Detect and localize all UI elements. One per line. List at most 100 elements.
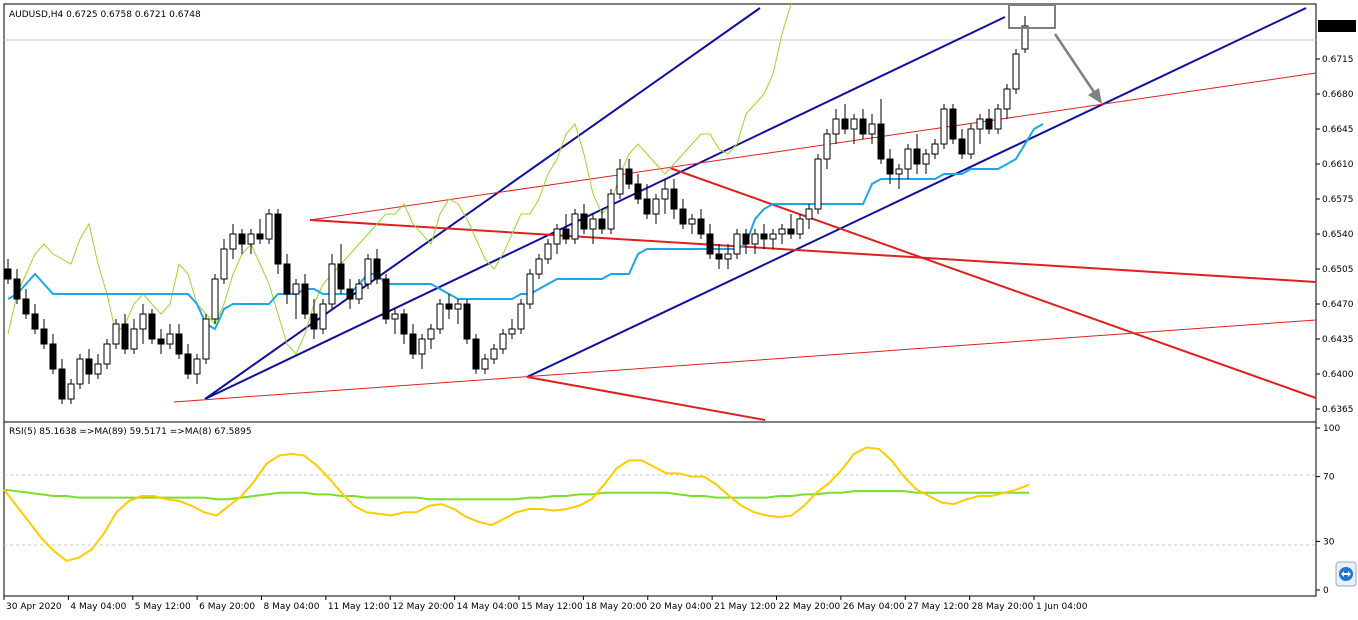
candle xyxy=(4,259,12,284)
candle-body xyxy=(814,158,822,210)
candle xyxy=(751,229,759,254)
candle xyxy=(265,209,273,244)
candle-body xyxy=(751,233,759,245)
rsi-axis: 100 70 30 0 xyxy=(1316,424,1340,596)
candle-body xyxy=(715,253,723,260)
arrow-shaft xyxy=(1053,33,1100,99)
time-tick-label: 4 May 04:00 xyxy=(70,602,126,612)
candle-body xyxy=(301,283,309,315)
candle xyxy=(373,249,381,284)
candle xyxy=(472,334,480,374)
candle-body xyxy=(22,298,30,315)
candle-body xyxy=(4,268,12,280)
candle-body xyxy=(49,343,57,370)
candle xyxy=(778,224,786,244)
time-tick-label: 27 May 12:00 xyxy=(907,602,969,612)
candle-body xyxy=(796,218,804,235)
candle-body xyxy=(157,338,165,345)
candle-body xyxy=(526,273,534,305)
candle xyxy=(166,324,174,349)
candle-body xyxy=(994,108,1002,130)
time-tick-label: 15 May 12:00 xyxy=(521,602,583,612)
time-axis: 30 Apr 2020 4 May 04:00 5 May 12:00 6 May 2… xyxy=(3,596,1088,612)
candle-body xyxy=(220,248,228,280)
candle-body xyxy=(166,333,174,345)
candle-body xyxy=(967,128,975,155)
candle-body xyxy=(31,313,39,330)
candle xyxy=(697,209,705,239)
candle-body xyxy=(1003,88,1011,110)
candle-body xyxy=(562,228,570,240)
candle xyxy=(454,299,462,324)
candle xyxy=(535,254,543,279)
candle xyxy=(589,214,597,244)
candle xyxy=(238,229,246,254)
rsi-tick-label: 0 xyxy=(1323,586,1329,596)
candle xyxy=(913,134,921,174)
teamviewer-icon[interactable] xyxy=(1335,561,1357,587)
candle-body xyxy=(499,333,507,350)
candle-body xyxy=(904,148,912,170)
candle xyxy=(283,254,291,304)
candle xyxy=(607,189,615,234)
candle-body xyxy=(67,383,75,400)
candle-body xyxy=(103,343,111,365)
candle xyxy=(157,329,165,354)
candle-body xyxy=(643,198,651,215)
candle xyxy=(967,124,975,159)
candle xyxy=(544,239,552,264)
price-tick-label: 0.6505 xyxy=(1322,265,1354,275)
candle xyxy=(733,229,741,259)
candle-body xyxy=(625,168,633,185)
rsi-title: RSI(5) 85.1638 =>MA(89) 59.5171 =>MA(8) … xyxy=(9,427,252,437)
candle xyxy=(787,214,795,239)
candle-body xyxy=(868,123,876,135)
candle xyxy=(481,354,489,374)
candle-body xyxy=(85,358,93,375)
candle xyxy=(553,224,561,254)
rsi-tick-label: 30 xyxy=(1323,537,1335,547)
candle xyxy=(823,129,831,169)
candle xyxy=(319,299,327,334)
time-tick-label: 12 May 20:00 xyxy=(392,602,454,612)
candle-body xyxy=(139,313,147,330)
candle xyxy=(40,319,48,349)
candle xyxy=(562,214,570,244)
candle xyxy=(994,104,1002,134)
time-tick-label: 8 May 04:00 xyxy=(264,602,320,612)
candle-body xyxy=(310,313,318,330)
candle-body xyxy=(544,243,552,260)
candle xyxy=(49,334,57,374)
candle-body xyxy=(130,328,138,350)
candle xyxy=(1021,16,1029,53)
candle-body xyxy=(94,363,102,375)
time-tick-label: 6 May 20:00 xyxy=(199,602,255,612)
candle-body xyxy=(319,303,327,330)
candle xyxy=(571,209,579,244)
price-tick-label: 0.6435 xyxy=(1322,335,1354,345)
candle-body xyxy=(391,313,399,320)
candle-body xyxy=(265,213,273,240)
candle xyxy=(382,274,390,324)
candle xyxy=(490,344,498,364)
candle xyxy=(949,104,957,144)
red-line-middle xyxy=(669,167,1317,399)
candle-body xyxy=(436,303,444,330)
candle-body xyxy=(931,143,939,155)
candle-body xyxy=(481,358,489,370)
time-tick-label: 11 May 12:00 xyxy=(328,602,390,612)
time-tick-label: 20 May 04:00 xyxy=(650,602,712,612)
candle-body xyxy=(733,233,741,255)
time-tick-label: 28 May 20:00 xyxy=(972,602,1034,612)
candle xyxy=(643,184,651,219)
red-line-upper xyxy=(309,219,1317,283)
candle xyxy=(31,304,39,334)
candle-body xyxy=(949,108,957,140)
candle-body xyxy=(895,168,903,175)
candle xyxy=(148,309,156,344)
candle xyxy=(940,104,948,149)
ma-polyline xyxy=(7,123,1044,331)
candle xyxy=(22,289,30,319)
candle-body xyxy=(1012,53,1020,90)
